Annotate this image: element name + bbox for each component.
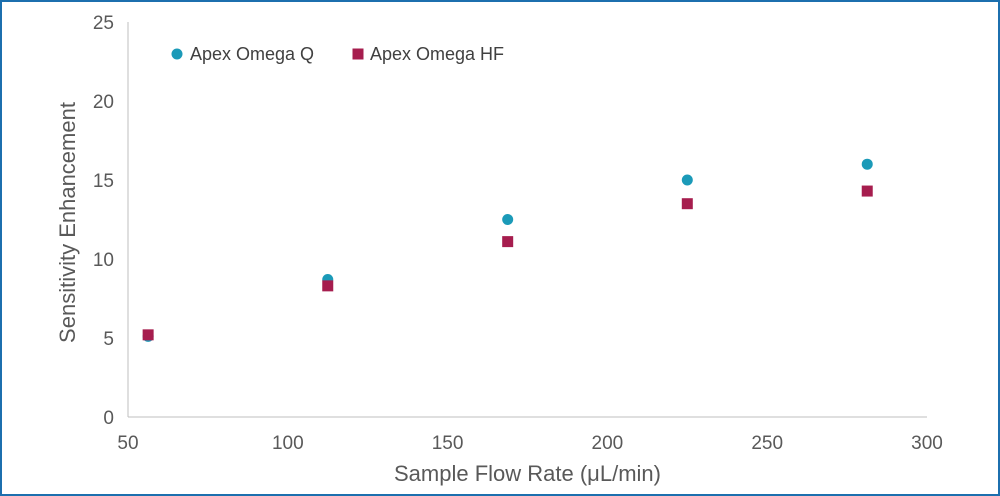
x-axis-title: Sample Flow Rate (μL/min) [394,461,661,486]
legend-marker-circle [171,48,183,60]
x-tick-label: 100 [272,433,304,454]
x-tick-label: 200 [592,433,624,454]
data-points [142,158,873,342]
point-apex-omega-q [681,174,693,186]
y-tick-label: 0 [103,408,114,429]
y-tick-label: 15 [93,171,114,192]
point-apex-omega-hf [322,280,334,292]
x-tick-label: 150 [432,433,464,454]
point-apex-omega-hf [681,198,693,210]
y-tick-label: 20 [93,92,114,113]
point-apex-omega-hf [142,329,154,341]
legend-label: Apex Omega HF [370,44,504,64]
y-axis-title: Sensitivity Enhancement [55,102,80,343]
point-apex-omega-q [502,214,514,225]
y-tick-label: 10 [93,250,114,271]
x-tick-label: 250 [751,433,783,454]
axes [127,22,927,418]
y-tick-label: 5 [103,329,114,350]
point-apex-omega-hf [861,185,873,197]
legend: Apex Omega Q Apex Omega HF [171,44,504,64]
x-tick-label: 300 [911,433,943,454]
point-apex-omega-q [861,158,873,170]
x-tick-label: 50 [117,433,138,454]
legend-marker-square [352,48,364,60]
y-tick-label: 25 [93,13,114,34]
point-apex-omega-hf [502,236,514,248]
tick-labels: 0 5 10 15 20 25 50 100 150 200 250 300 [93,13,943,454]
legend-label: Apex Omega Q [190,44,314,64]
